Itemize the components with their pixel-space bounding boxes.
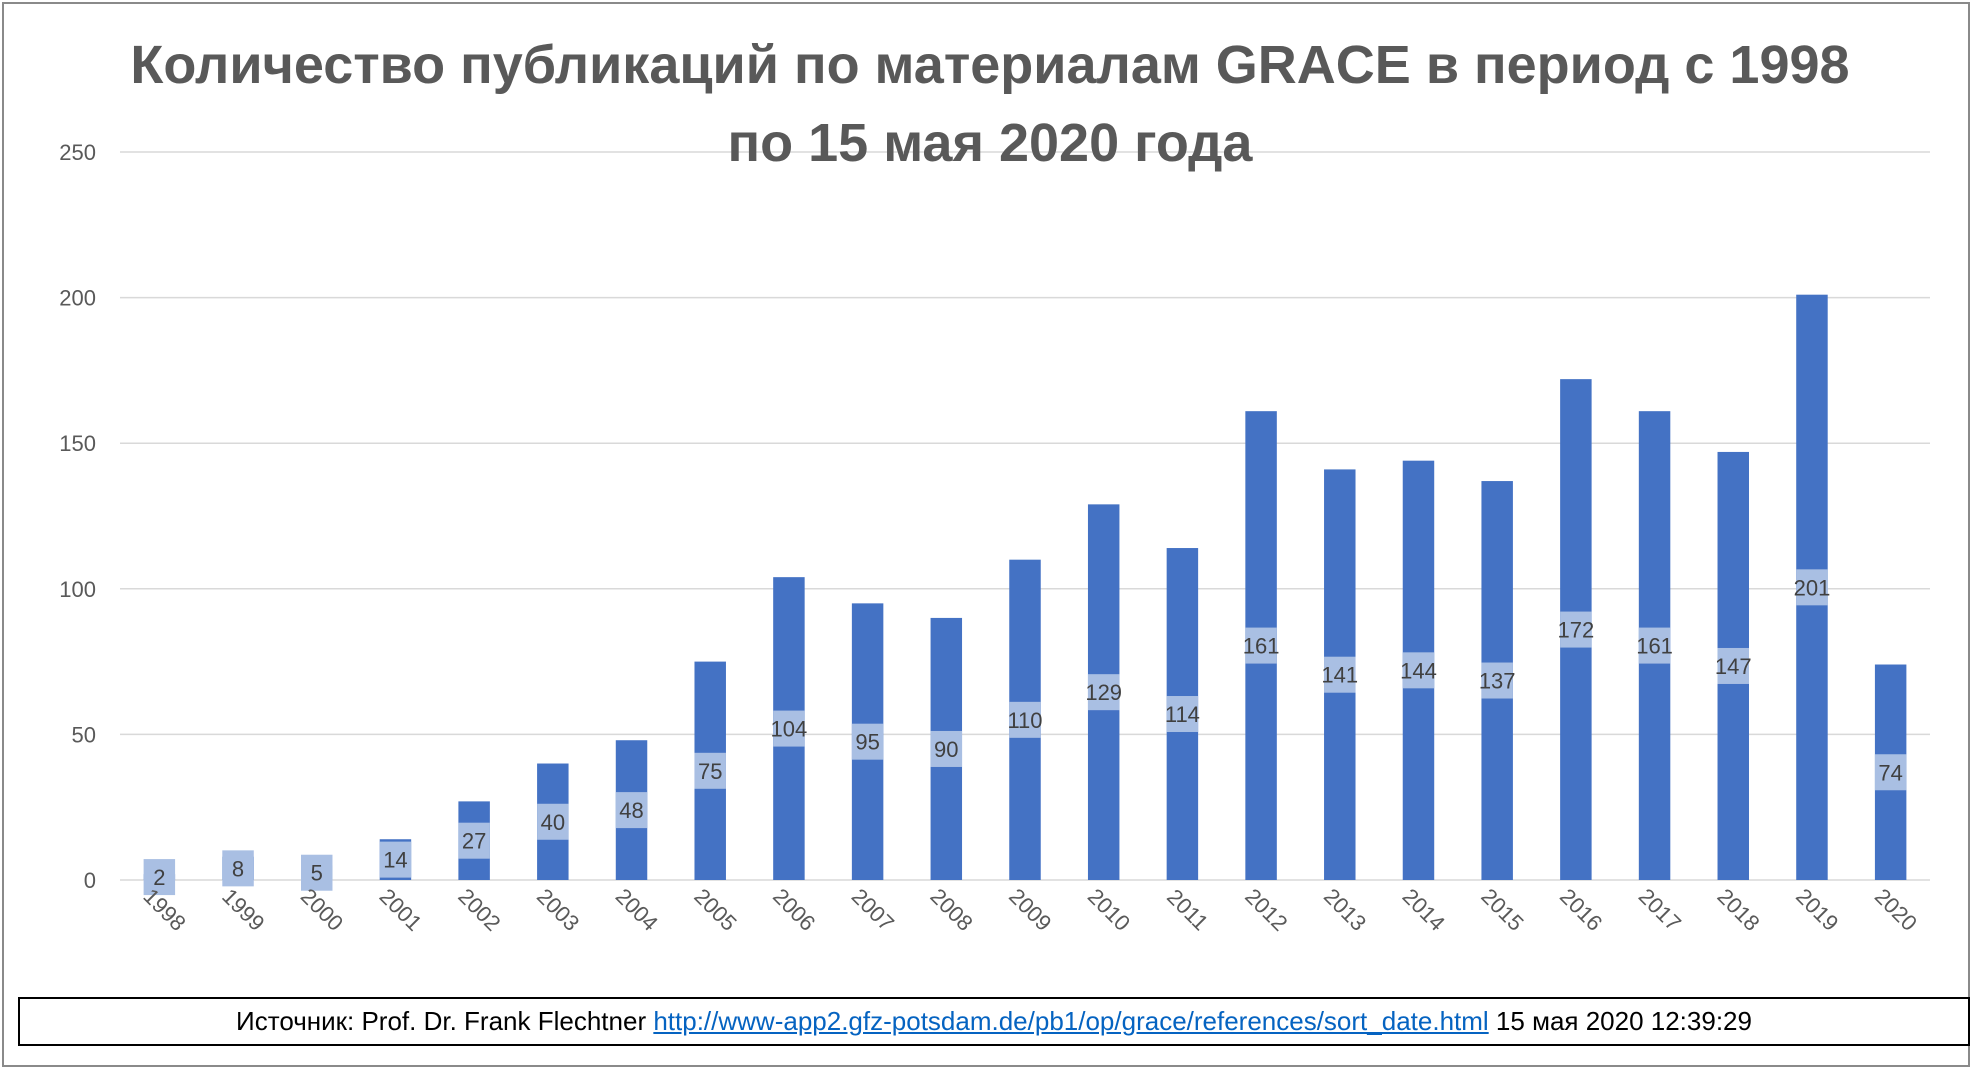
data-label-2005: 75 xyxy=(698,759,722,784)
data-label-bg-2012 xyxy=(1245,627,1277,664)
x-tick-label-2004: 2004 xyxy=(611,884,663,936)
chart-title: Количество публикаций по материалам GRAC… xyxy=(130,35,1850,173)
source-link[interactable]: http://www-app2.gfz-potsdam.de/pb1/op/gr… xyxy=(653,1006,1489,1036)
data-label-bg-2000 xyxy=(301,854,333,891)
x-tick-label-2010: 2010 xyxy=(1083,884,1135,936)
x-tick-label-2011: 2011 xyxy=(1162,884,1213,935)
data-label-bg-2008 xyxy=(930,730,963,767)
data-label-bg-2017 xyxy=(1638,627,1671,664)
data-label-2010: 129 xyxy=(1085,680,1122,705)
x-tick-label-2000: 2000 xyxy=(296,884,348,936)
data-label-2018: 147 xyxy=(1715,654,1752,679)
bars: 2 8 5 14 27 40 48 75 104 95 90 110 129 114 161 141 144 13… xyxy=(143,294,1907,896)
x-tick-label-2019: 2019 xyxy=(1791,884,1843,936)
data-label-bg-2013 xyxy=(1324,656,1356,693)
data-label-2000: 5 xyxy=(311,861,323,886)
data-label-2019: 201 xyxy=(1794,575,1831,600)
data-label-bg-2002 xyxy=(458,822,490,859)
data-label-2011: 114 xyxy=(1165,702,1200,727)
x-tick-label-2005: 2005 xyxy=(689,884,741,936)
data-label-bg-2020 xyxy=(1874,754,1907,791)
x-axis-tick-labels: 1998 1999 2000 2001 2002 2003 2004 2005 2006 2007… xyxy=(139,884,1923,936)
data-label-2001: 14 xyxy=(383,848,407,873)
data-label-2002: 27 xyxy=(462,829,486,854)
y-tick-label-150: 150 xyxy=(59,431,96,456)
data-label-bg-2011 xyxy=(1166,696,1199,733)
data-label-1999: 8 xyxy=(232,856,244,881)
data-label-bg-2014 xyxy=(1402,652,1435,689)
data-label-bg-1999 xyxy=(222,850,254,887)
data-label-2007: 95 xyxy=(855,730,879,755)
data-label-bg-1998 xyxy=(143,859,176,896)
gridlines xyxy=(120,151,1930,881)
x-tick-label-2013: 2013 xyxy=(1319,884,1371,936)
data-label-2009: 110 xyxy=(1007,708,1042,733)
data-label-bg-2006 xyxy=(773,710,805,747)
x-tick-label-2020: 2020 xyxy=(1870,884,1922,936)
data-label-bg-2007 xyxy=(851,723,884,760)
data-label-bg-2018 xyxy=(1717,647,1749,684)
x-tick-label-2014: 2014 xyxy=(1398,884,1450,936)
x-tick-label-2012: 2012 xyxy=(1240,884,1292,936)
y-tick-label-0: 0 xyxy=(84,868,96,893)
data-label-bg-2009 xyxy=(1009,701,1041,738)
data-label-2003: 40 xyxy=(541,810,565,835)
y-tick-label-50: 50 xyxy=(72,722,96,747)
data-label-2006: 104 xyxy=(771,717,808,742)
y-axis-tick-labels: 0 50 100 150 200 250 xyxy=(59,140,96,893)
data-label-2004: 48 xyxy=(619,798,643,823)
x-tick-label-1999: 1999 xyxy=(217,884,269,936)
x-tick-label-2003: 2003 xyxy=(532,884,584,936)
data-label-2008: 90 xyxy=(934,737,958,762)
data-label-bg-2010 xyxy=(1087,674,1120,711)
data-label-bg-2001 xyxy=(379,841,412,878)
x-tick-label-2002: 2002 xyxy=(453,884,505,936)
data-label-2012: 161 xyxy=(1243,634,1280,659)
x-tick-label-2007: 2007 xyxy=(847,884,899,936)
x-tick-label-2018: 2018 xyxy=(1712,884,1764,936)
data-label-2013: 141 xyxy=(1321,663,1358,688)
data-label-1998: 2 xyxy=(153,865,165,890)
x-tick-label-2001: 2001 xyxy=(375,884,427,936)
source-prefix: Источник: Prof. Dr. Frank Flechtner xyxy=(236,1006,647,1036)
data-label-2015: 137 xyxy=(1479,669,1516,694)
y-tick-label-200: 200 xyxy=(59,286,96,311)
x-tick-label-2015: 2015 xyxy=(1476,884,1528,936)
data-label-2017: 161 xyxy=(1636,634,1673,659)
source-date: 15 мая 2020 12:39:29 xyxy=(1495,1006,1752,1036)
data-label-2014: 144 xyxy=(1400,658,1437,683)
x-tick-label-2006: 2006 xyxy=(768,884,820,936)
data-label-bg-2003 xyxy=(537,803,569,840)
y-tick-label-250: 250 xyxy=(59,140,96,165)
x-tick-label-2009: 2009 xyxy=(1004,884,1056,936)
data-label-2020: 74 xyxy=(1878,760,1902,785)
x-tick-label-2016: 2016 xyxy=(1555,884,1607,936)
data-label-bg-2004 xyxy=(615,792,648,829)
data-label-bg-2015 xyxy=(1481,662,1513,699)
data-label-bg-2005 xyxy=(694,752,726,789)
y-tick-label-100: 100 xyxy=(59,577,96,602)
data-label-bg-2016 xyxy=(1560,611,1592,648)
x-tick-label-2008: 2008 xyxy=(925,884,977,936)
data-label-2016: 172 xyxy=(1558,618,1595,643)
x-tick-label-2017: 2017 xyxy=(1634,884,1686,936)
source-caption: Источник: Prof. Dr. Frank Flechtner http… xyxy=(18,997,1970,1046)
data-label-bg-2019 xyxy=(1796,569,1828,606)
